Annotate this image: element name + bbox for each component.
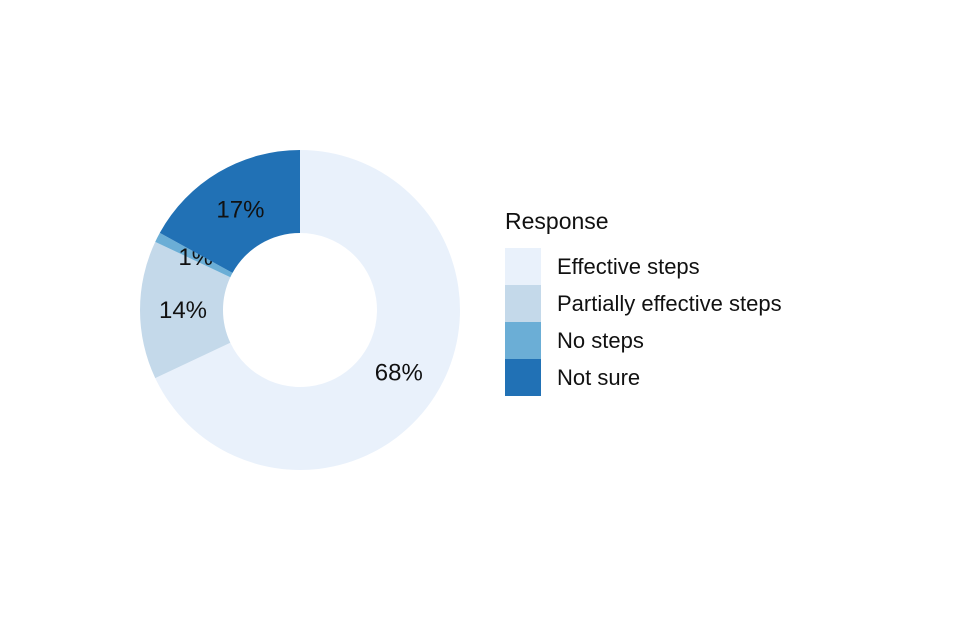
legend-label: Effective steps [557, 253, 700, 279]
legend-item: Effective steps [505, 248, 782, 285]
legend-swatch [505, 285, 541, 322]
legend-item: No steps [505, 322, 782, 359]
legend-label: No steps [557, 327, 644, 353]
legend-items: Effective steps Partially effective steps… [505, 248, 782, 396]
legend-label: Not sure [557, 364, 641, 390]
slice-effective-steps [155, 150, 461, 470]
legend-swatch [505, 322, 541, 359]
legend-title: Response [505, 208, 609, 234]
legend: Response Effective steps Partially effect… [505, 208, 782, 396]
slice-value-label: 68% [375, 360, 423, 387]
slice-value-label: 17% [216, 196, 264, 223]
slice-value-label: 14% [159, 297, 207, 324]
slice-not-sure [159, 150, 300, 273]
legend-swatch [505, 359, 541, 396]
slice-partially-effective-steps [139, 241, 231, 379]
slice-no-steps [155, 232, 233, 278]
legend-label: Partially effective steps [557, 290, 782, 316]
legend-item: Partially effective steps [505, 285, 782, 322]
legend-swatch [505, 248, 541, 285]
legend-item: Not sure [505, 359, 782, 396]
